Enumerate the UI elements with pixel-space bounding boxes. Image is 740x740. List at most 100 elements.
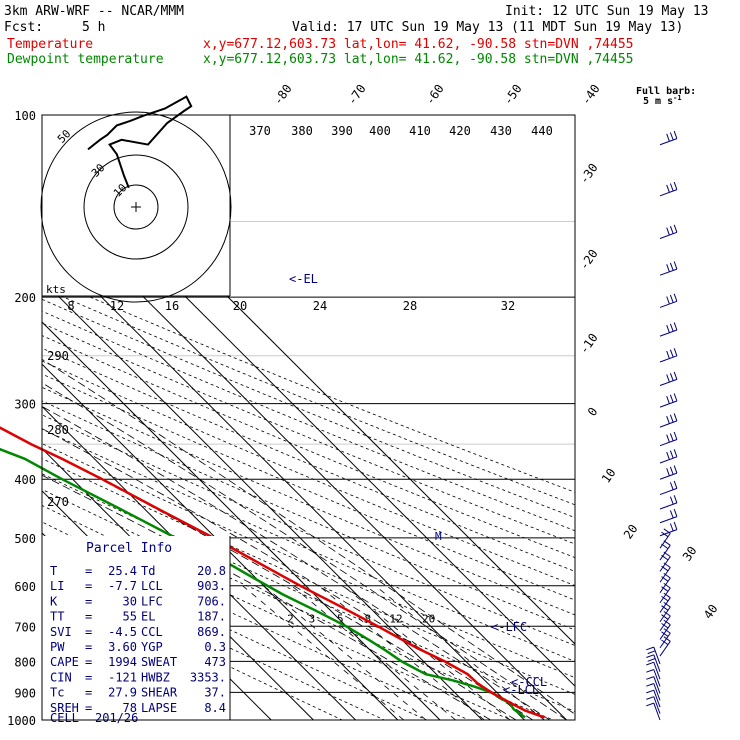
- moist-adiabat-30: [42, 382, 567, 720]
- wind-barb-staff-7: [653, 654, 661, 672]
- hodograph-speed-tick-32: 32: [501, 299, 515, 313]
- wind-barb-flag-12-1: [661, 614, 669, 620]
- wind-barb-staff-1: [653, 696, 661, 714]
- wind-barb-flag-34-1: [669, 262, 674, 271]
- wind-barb-flag-34-0: [673, 261, 678, 270]
- theta-label-420: 420: [449, 124, 471, 138]
- pressure-label-100: 100: [14, 109, 36, 123]
- parcel-value-SHEAR: 37.: [204, 686, 226, 700]
- temperature-location: x,y=677.12,603.73 lat,lon= 41.62, -90.58…: [203, 37, 633, 52]
- parcel-key-PW: PW: [50, 640, 65, 654]
- wind-barb-flag-35-1: [669, 226, 674, 234]
- full-barb-label: Full barb:: [636, 86, 696, 97]
- wind-barb-flag-34-2: [666, 264, 670, 272]
- parcel-key-SREH: SREH: [50, 701, 79, 715]
- wind-barb-flag-35-0: [673, 224, 678, 233]
- wind-barb-flag-32-2: [666, 325, 670, 333]
- wind-barb-flag-37-1: [669, 132, 674, 141]
- wind-barb-flag-36-2: [666, 184, 670, 193]
- wind-barb-flag-30-0: [673, 371, 678, 380]
- wind-barb-staff-6: [653, 662, 661, 680]
- wind-barb-flag-29-2: [666, 396, 670, 404]
- isotherm-label-20: 20: [621, 522, 641, 542]
- isotherm-label-10: 10: [599, 466, 619, 486]
- parcel-value-LCL: 903.: [197, 579, 226, 593]
- cell-label: CELL: [50, 711, 79, 725]
- mixing-ratio-label-5: 5: [337, 612, 344, 625]
- moist-adiabat-26: [42, 405, 550, 720]
- parcel-info-panel: Parcel Info T = 25.4 Td 20.8 LI = -7.7 LCL 903. K =…: [42, 536, 231, 725]
- wind-barb-flag-25-2: [666, 468, 670, 476]
- isotherm-label--60: -60: [423, 82, 447, 108]
- mixing-ratio-label-12: 12: [389, 612, 402, 625]
- isotherm-10: [42, 279, 483, 720]
- wind-barb-flag-26-1: [669, 450, 674, 459]
- parcel-key-SWEAT: SWEAT: [141, 655, 177, 669]
- parcel-value-YGP: 0.3: [204, 640, 226, 654]
- isotherm-label--70: -70: [345, 82, 369, 108]
- wind-barb-staff-35: [659, 231, 678, 239]
- wind-barb-flag-10-1: [661, 631, 669, 637]
- parcel-key-EL: EL: [141, 610, 155, 624]
- wind-barb-flag-35-2: [666, 227, 670, 236]
- parcel-key-T: T: [50, 564, 57, 578]
- wind-barb-flag-12-0: [663, 610, 671, 617]
- wind-barb-flag-37-0: [673, 130, 678, 139]
- wind-barb-flag-27-0: [673, 431, 678, 440]
- wind-barb-staff-4: [653, 676, 661, 694]
- mixing-ratio-label-3: 3: [309, 612, 316, 625]
- wind-barb-flag-7-0: [646, 654, 654, 658]
- wind-barb-flag-30-2: [666, 374, 670, 383]
- wind-barb-staff-22: [659, 516, 678, 524]
- lfc-marker: <-LFC: [491, 620, 527, 634]
- full-barb-value: 5 m s-1: [643, 94, 682, 107]
- wind-barb-flag-29-0: [673, 393, 678, 402]
- wind-barb-staff-13: [659, 606, 671, 623]
- parcel-key-LAPSE: LAPSE: [141, 701, 177, 715]
- wind-barb-staff-12: [659, 615, 671, 632]
- parcel-value-SWEAT: 473: [204, 655, 226, 669]
- plot-frame: [41, 114, 576, 721]
- parcel-value-CCL: 869.: [197, 625, 226, 639]
- wind-barb-flag-14-1: [661, 595, 669, 602]
- parcel-eq-9: =: [85, 701, 92, 715]
- wind-barb-flag-29-1: [669, 394, 674, 403]
- pressure-label-800: 800: [14, 655, 36, 669]
- pressure-label-900: 900: [14, 686, 36, 700]
- wind-barb-flag-13-1: [661, 605, 669, 611]
- dewpoint-legend: Dewpoint temperature: [7, 52, 164, 67]
- dry-adiabat-270: [42, 538, 428, 720]
- moist-adiabat-34: [42, 358, 575, 715]
- parcel-key-CCL: CCL: [141, 625, 163, 639]
- el-marker: <-EL: [289, 272, 318, 286]
- parcel-value-LAPSE: 8.4: [204, 701, 226, 715]
- wind-barb-staff-5: [653, 669, 661, 687]
- full-barb-speed: 5 m s: [643, 96, 673, 107]
- wind-barb-flag-33-0: [673, 293, 678, 302]
- dewpoint-location: x,y=677.12,603.73 lat,lon= 41.62, -90.58…: [203, 52, 633, 67]
- pressure-label-300: 300: [14, 398, 36, 412]
- wind-barb-flag-28-0: [673, 413, 678, 422]
- isotherm-label--30: -30: [577, 161, 601, 187]
- wind-barb-flag-15-1: [661, 586, 669, 592]
- wind-barb-flag-25-1: [669, 466, 674, 475]
- wind-barbs: [646, 130, 678, 721]
- lcl-marker: <-LCL: [503, 683, 539, 697]
- wind-barb-flag-6-0: [646, 661, 654, 666]
- dry-adiabat-420: [42, 322, 575, 545]
- wind-barb-staff-18: [659, 556, 671, 572]
- parcel-eq-1: =: [85, 579, 92, 593]
- hodograph-ring-50: [40, 111, 232, 303]
- parcel-value-LI: -7.7: [108, 579, 137, 593]
- wind-barb-staff-30: [659, 378, 678, 387]
- parcel-eq-7: =: [85, 670, 92, 684]
- parcel-info-background: [42, 536, 230, 720]
- wind-barb-flag-31-2: [666, 350, 670, 359]
- wind-barb-staff-17: [659, 567, 671, 583]
- pressure-label-500: 500: [14, 532, 36, 546]
- dry-adiabat-390: [42, 360, 575, 587]
- wind-barb-staff-3: [653, 683, 661, 701]
- mixing-ratio-5: [291, 585, 456, 720]
- parcel-key-TT: TT: [50, 610, 64, 624]
- valid-time: Valid: 17 UTC Sun 19 May 13 (11 MDT Sun …: [292, 20, 683, 35]
